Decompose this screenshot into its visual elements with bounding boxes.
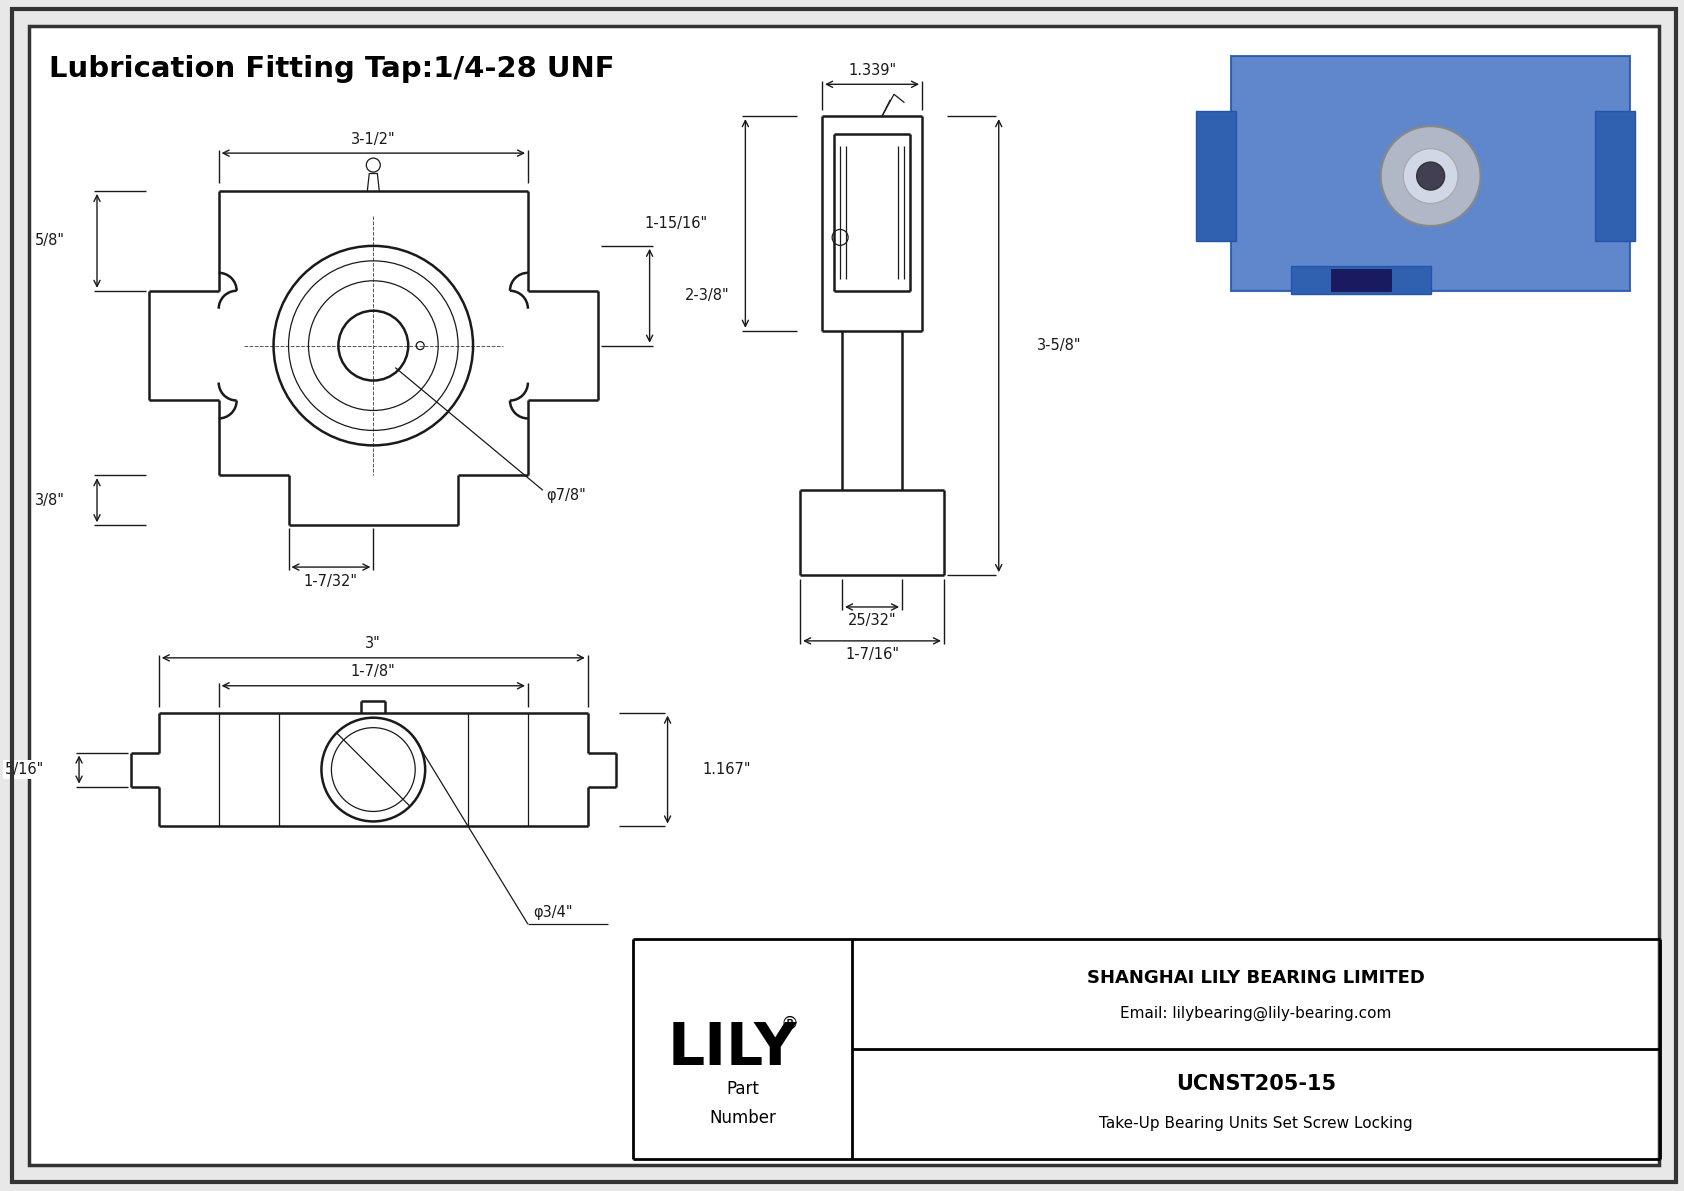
Bar	[1330, 269, 1391, 291]
Text: UCNST205-15: UCNST205-15	[1175, 1074, 1335, 1095]
Ellipse shape	[1403, 149, 1458, 204]
Text: 5/16": 5/16"	[5, 762, 44, 777]
Text: 3/8": 3/8"	[35, 493, 66, 507]
Text: 1-7/32": 1-7/32"	[303, 574, 359, 588]
Text: LILY: LILY	[669, 1021, 797, 1078]
Text: ®: ®	[780, 1015, 798, 1033]
Text: 5/8": 5/8"	[35, 233, 66, 249]
Text: 1.167": 1.167"	[702, 762, 751, 777]
Bar	[1595, 111, 1635, 241]
Text: SHANGHAI LILY BEARING LIMITED: SHANGHAI LILY BEARING LIMITED	[1088, 968, 1425, 986]
Bar	[1201, 30, 1655, 308]
Text: 1-7/8": 1-7/8"	[350, 665, 396, 679]
Text: φ7/8": φ7/8"	[546, 488, 586, 503]
Text: φ3/4": φ3/4"	[532, 905, 573, 919]
Text: Take-Up Bearing Units Set Screw Locking: Take-Up Bearing Units Set Screw Locking	[1100, 1116, 1413, 1131]
Bar	[1292, 266, 1431, 294]
Text: Lubrication Fitting Tap:1/4-28 UNF: Lubrication Fitting Tap:1/4-28 UNF	[49, 55, 615, 83]
Text: 25/32": 25/32"	[847, 613, 896, 629]
Text: 1.339": 1.339"	[849, 63, 896, 77]
Ellipse shape	[1416, 162, 1445, 191]
Text: Email: lilybearing@lily-bearing.com: Email: lilybearing@lily-bearing.com	[1120, 1006, 1391, 1022]
Text: 3": 3"	[365, 636, 381, 651]
Ellipse shape	[1381, 126, 1480, 226]
Text: Part
Number: Part Number	[709, 1080, 776, 1128]
Text: 3-1/2": 3-1/2"	[350, 132, 396, 146]
Bar	[1196, 111, 1236, 241]
Text: 1-7/16": 1-7/16"	[845, 648, 899, 662]
Text: 1-15/16": 1-15/16"	[645, 216, 707, 231]
Text: 2-3/8": 2-3/8"	[684, 288, 729, 304]
Text: 3-5/8": 3-5/8"	[1037, 338, 1081, 353]
Bar	[1231, 56, 1630, 291]
